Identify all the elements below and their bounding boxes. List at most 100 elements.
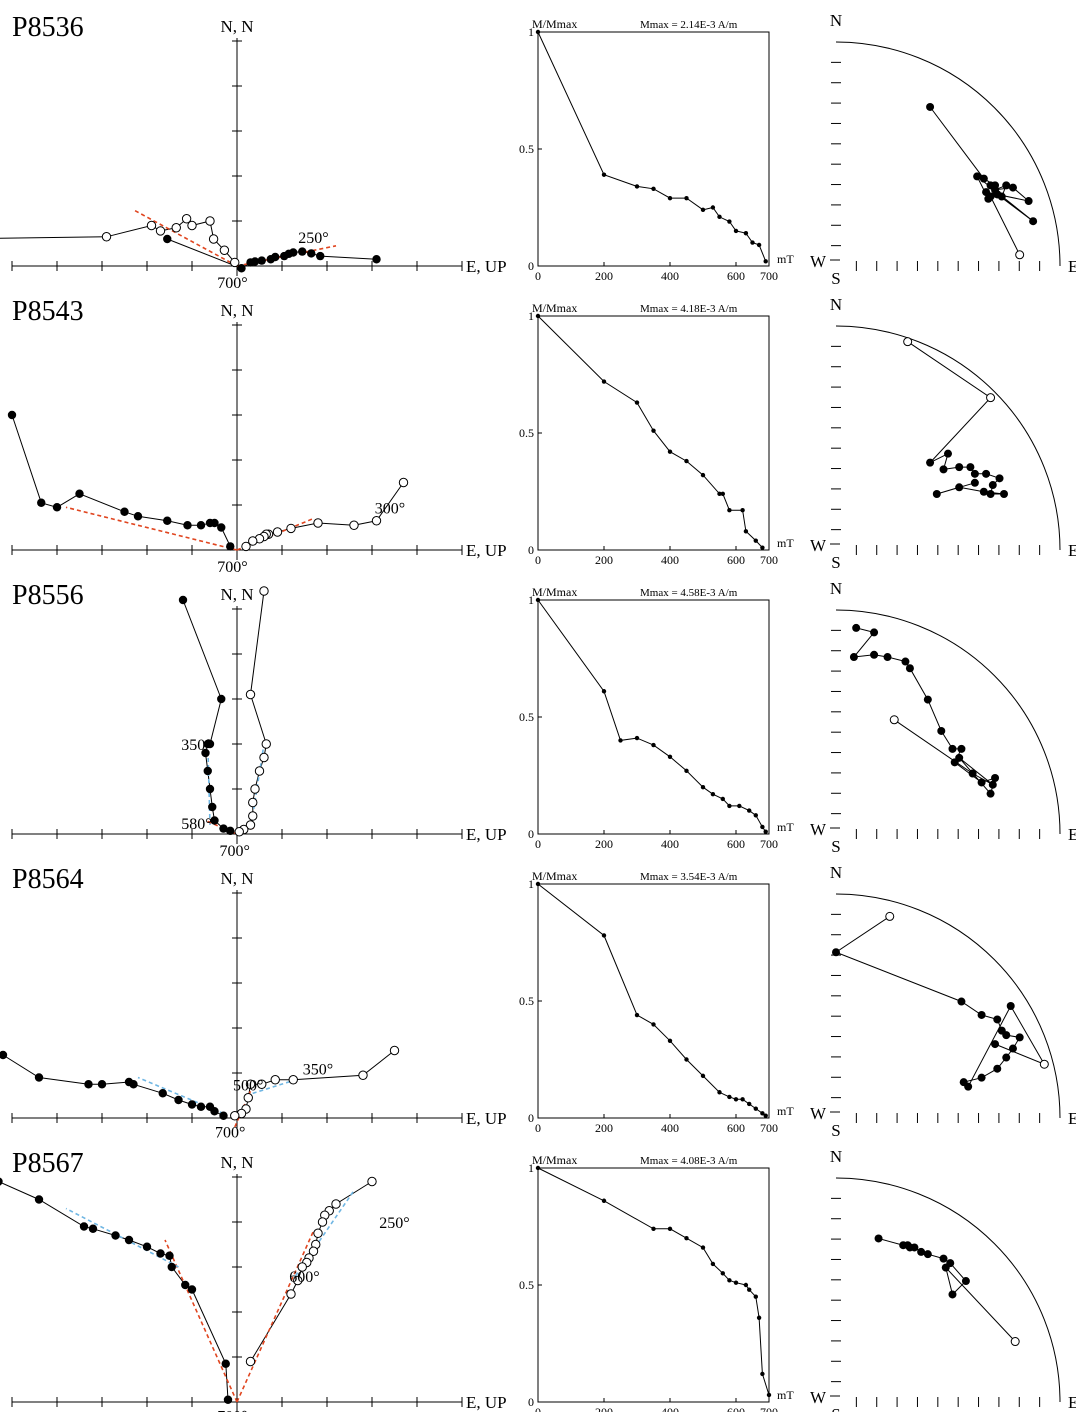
pca-fit-line: [133, 209, 238, 267]
demag-point: [710, 1261, 716, 1267]
demag-y-tick-label: 0.5: [519, 994, 534, 1008]
sample-label: P8556: [12, 580, 84, 611]
demag-point: [601, 933, 607, 938]
demag-x-unit: mT: [777, 536, 794, 550]
panel-row-p8536: P8536 N, N E, UP 250° 700° M/Mmax Mmax = 2.14E…: [0, 11, 1076, 292]
demag-x-unit: mT: [777, 820, 794, 834]
north-axis-label: N, N: [220, 869, 253, 888]
demag-point: [535, 1165, 541, 1171]
stereonet-east-label: E: [1068, 257, 1076, 276]
stereonet-lower-hemisphere-point: [1000, 490, 1008, 498]
demag-y-tick-label: 1: [528, 877, 534, 891]
demag-point: [743, 529, 749, 534]
demag-y-tick-label: 1: [528, 1161, 534, 1175]
vertical-projection-point: [254, 766, 265, 776]
demag-x-tick-label: 600: [727, 1121, 745, 1135]
stereonet-plot: N E WS: [810, 863, 1076, 1140]
horizontal-projection-point: [201, 748, 210, 758]
stereonet-lower-hemisphere-point: [1002, 1053, 1011, 1062]
demag-y-tick-label: 0: [528, 1111, 534, 1125]
stereonet-south-label: S: [831, 837, 840, 856]
demag-x-tick-label: 400: [661, 553, 679, 567]
vertical-projection-point: [317, 1217, 328, 1227]
demag-point: [727, 803, 732, 809]
stereonet-upper-hemisphere-point: [903, 337, 913, 347]
stereonet-lower-hemisphere-point: [944, 449, 952, 458]
horizontal-projection-point: [75, 489, 84, 498]
sample-label: P8564: [12, 864, 84, 895]
demag-y-label: M/Mmax: [532, 17, 577, 31]
stereonet-plot: N E WS: [810, 1147, 1076, 1417]
temperature-label: 700°: [215, 1125, 245, 1142]
demag-point: [747, 1287, 752, 1292]
vertical-projection-point: [259, 752, 269, 763]
horizontal-projection-point: [163, 234, 172, 244]
stereonet-east-label: E: [1068, 1109, 1076, 1128]
demag-point: [601, 1198, 607, 1203]
temperature-label: 250°: [379, 1215, 409, 1232]
demag-point: [667, 195, 673, 201]
horizontal-projection-line: [167, 238, 377, 269]
demag-point: [684, 195, 689, 201]
stereonet-lower-hemisphere-point: [1029, 217, 1038, 226]
demag-point: [720, 1271, 725, 1276]
stereonet-lower-hemisphere-point: [932, 490, 941, 498]
demag-x-tick-label: 700: [760, 269, 778, 283]
vertical-projection-point: [155, 226, 166, 236]
horizontal-projection-point: [52, 503, 62, 512]
zijderveld-plot: P8556 N, N E, UP 350° 580° 700°: [11, 580, 507, 860]
stereonet-lower-hemisphere-point: [923, 1250, 932, 1259]
horizontal-projection-point: [298, 247, 307, 256]
horizontal-projection-point: [7, 410, 17, 420]
panel-row-p8543: P8543 N, N E, UP 300° 700° M/Mmax Mmax = 4.18E…: [7, 295, 1076, 576]
stereonet-circle: [835, 41, 1061, 267]
vertical-projection-point: [171, 223, 181, 233]
demag-point: [651, 742, 656, 748]
vertical-projection-point: [371, 516, 382, 526]
pca-fit-line: [65, 1207, 179, 1268]
demag-x-unit: mT: [777, 1388, 794, 1402]
demag-point: [760, 824, 765, 830]
horizontal-projection-point: [97, 1080, 107, 1089]
temperature-label: 500°: [233, 1077, 263, 1094]
stereonet-lower-hemisphere-point: [832, 948, 840, 957]
demag-point: [651, 1226, 656, 1232]
horizontal-projection-point: [257, 256, 266, 265]
vertical-projection-point: [208, 234, 219, 244]
demag-curve: [537, 1167, 770, 1396]
demag-point: [743, 1282, 749, 1288]
vertical-projection-point: [288, 1075, 298, 1085]
demag-point: [634, 1012, 640, 1018]
demag-point: [733, 228, 739, 234]
stereonet-lower-hemisphere-point: [993, 1064, 1002, 1073]
horizontal-projection-point: [129, 1080, 138, 1089]
stereonet-upper-hemisphere-point: [885, 911, 895, 921]
stereonet-path: [878, 1238, 1016, 1342]
stereonet-west-label: W: [810, 536, 827, 555]
demag-y-label: M/Mmax: [532, 585, 577, 599]
horizontal-projection-point: [217, 523, 226, 532]
demag-x-tick-label: 400: [661, 837, 679, 851]
stereonet-circle: [835, 1177, 1061, 1403]
mmax-label: Mmax = 4.58E-3 A/m: [640, 587, 738, 599]
vertical-projection-point: [181, 214, 192, 224]
demag-frame: [537, 1167, 770, 1403]
vertical-projection-point: [234, 827, 244, 837]
horizontal-projection-line: [182, 599, 231, 832]
vertical-projection-point: [248, 797, 258, 808]
demag-point: [710, 792, 716, 797]
vertical-projection-point: [261, 739, 271, 749]
horizontal-projection-point: [210, 1107, 219, 1116]
demag-y-label: M/Mmax: [532, 869, 577, 883]
horizontal-projection-point: [250, 257, 260, 266]
demag-x-unit: mT: [777, 1104, 794, 1118]
stereonet-lower-hemisphere-point: [939, 1254, 948, 1263]
stereonet-lower-hemisphere-point: [966, 463, 975, 472]
horizontal-projection-point: [307, 249, 316, 258]
demag-point: [740, 508, 745, 513]
stereonet-path: [907, 341, 1005, 495]
demag-y-tick-label: 0: [528, 259, 534, 273]
east-axis-label: E, UP: [466, 541, 507, 560]
demag-curve: [537, 315, 763, 549]
demag-y-label: M/Mmax: [532, 1153, 577, 1167]
